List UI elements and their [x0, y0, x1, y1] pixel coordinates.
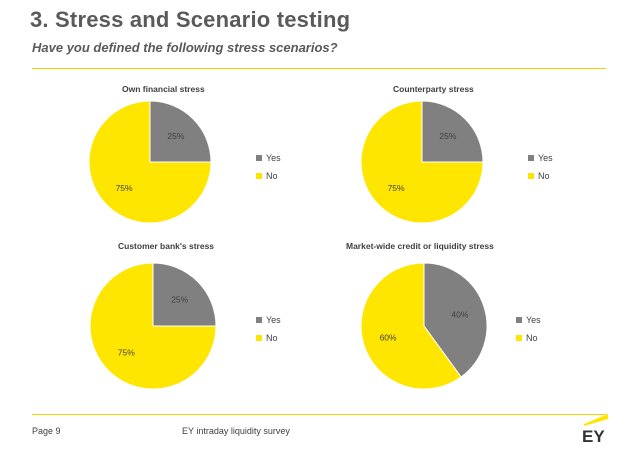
pie-slice-no	[88, 100, 212, 224]
legend-label-yes: Yes	[266, 153, 281, 163]
pie-slice-no	[89, 262, 217, 390]
pie-slice-yes	[423, 262, 488, 378]
pie-slice-no	[360, 100, 484, 224]
page-number: Page 9	[32, 426, 61, 436]
pie-value-label-yes: 25%	[171, 294, 188, 304]
legend-item-no: No	[256, 167, 281, 185]
legend-item-yes: Yes	[256, 311, 281, 329]
chart-legend: Yes No	[256, 149, 281, 185]
chart-legend: Yes No	[256, 311, 281, 347]
chart-market-wide-stress: Market-wide credit or liquidity stress 4…	[302, 236, 582, 396]
legend-label-no: No	[266, 171, 278, 181]
legend-label-no: No	[266, 333, 278, 343]
legend-swatch-no	[528, 173, 534, 179]
chart-legend: Yes No	[516, 311, 541, 347]
pie-slice-yes	[421, 100, 484, 163]
pie-chart: 25% 75%	[89, 262, 217, 390]
legend-swatch-yes	[256, 155, 262, 161]
legend-swatch-no	[516, 335, 522, 341]
pie-value-label-no: 60%	[380, 333, 397, 343]
legend-label-yes: Yes	[538, 153, 553, 163]
legend-swatch-yes	[516, 317, 522, 323]
legend-label-no: No	[526, 333, 538, 343]
chart-customer-banks-stress: Customer bank's stress 25% 75% Yes No	[30, 236, 310, 396]
slide-subtitle: Have you defined the following stress sc…	[32, 40, 338, 55]
chart-title: Market-wide credit or liquidity stress	[346, 241, 494, 251]
legend-swatch-yes	[256, 317, 262, 323]
pie-slice-yes	[149, 100, 212, 163]
pie-chart: 25% 75%	[88, 100, 212, 224]
legend-item-yes: Yes	[256, 149, 281, 167]
legend-item-yes: Yes	[528, 149, 553, 167]
footer-source: EY intraday liquidity survey	[182, 426, 290, 436]
legend-item-no: No	[516, 329, 541, 347]
pie-value-label-no: 75%	[116, 183, 133, 193]
ey-logo: EY	[582, 414, 608, 444]
chart-own-financial-stress: Own financial stress 25% 75% Yes No	[30, 78, 310, 238]
pie-value-label-yes: 40%	[451, 309, 468, 319]
ey-logo-beam	[584, 414, 608, 426]
pie-value-label-no: 75%	[118, 348, 135, 358]
pie-chart: 40% 60%	[360, 262, 488, 390]
header-divider	[32, 68, 606, 69]
pie-chart: 25% 75%	[360, 100, 484, 224]
legend-swatch-yes	[528, 155, 534, 161]
legend-item-no: No	[256, 329, 281, 347]
pie-value-label-no: 75%	[388, 183, 405, 193]
legend-swatch-no	[256, 173, 262, 179]
pie-value-label-yes: 25%	[167, 131, 184, 141]
legend-label-no: No	[538, 171, 550, 181]
chart-title: Customer bank's stress	[118, 241, 215, 251]
chart-legend: Yes No	[528, 149, 553, 185]
legend-item-no: No	[528, 167, 553, 185]
footer-divider	[32, 414, 606, 415]
chart-title: Own financial stress	[122, 84, 205, 94]
legend-item-yes: Yes	[516, 311, 541, 329]
legend-label-yes: Yes	[526, 315, 541, 325]
chart-counterparty-stress: Counterparty stress 25% 75% Yes No	[302, 78, 582, 238]
pie-slice-no	[360, 262, 462, 390]
chart-title: Counterparty stress	[393, 84, 474, 94]
ey-logo-text: EY	[582, 427, 605, 444]
legend-label-yes: Yes	[266, 315, 281, 325]
pie-value-label-yes: 25%	[439, 131, 456, 141]
pie-slice-yes	[152, 262, 217, 327]
slide-title: 3. Stress and Scenario testing	[30, 7, 351, 32]
legend-swatch-no	[256, 335, 262, 341]
